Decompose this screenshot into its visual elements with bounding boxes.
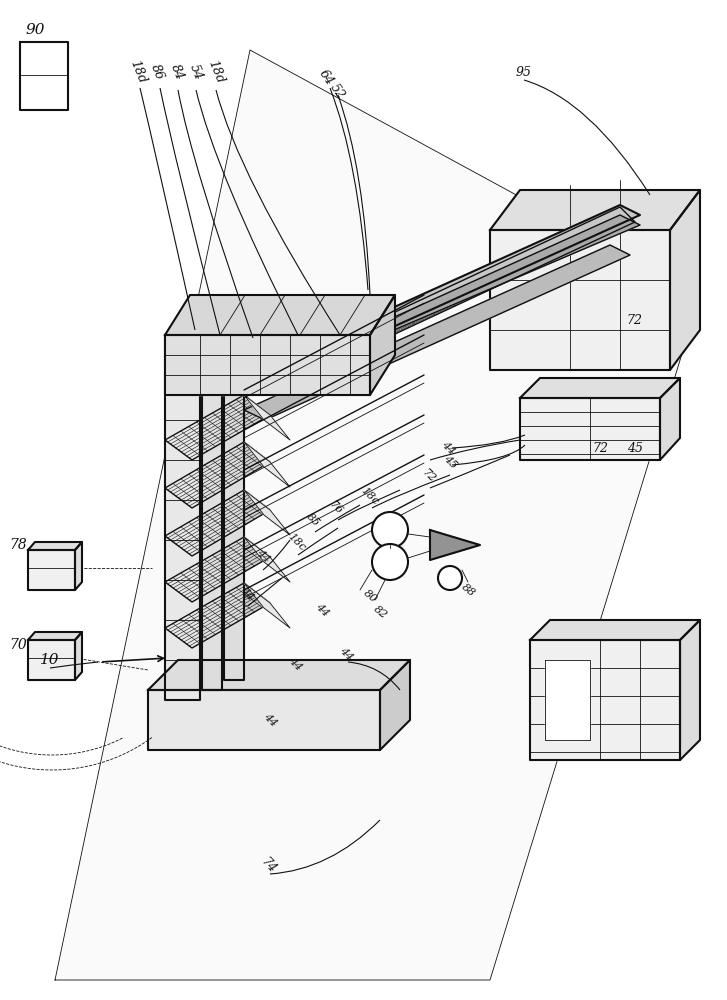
Text: 72: 72 <box>420 467 438 485</box>
Polygon shape <box>430 530 480 560</box>
Text: 52: 52 <box>327 82 347 102</box>
Polygon shape <box>202 340 222 690</box>
Polygon shape <box>244 490 290 535</box>
Polygon shape <box>28 632 82 640</box>
Text: 88: 88 <box>459 582 477 598</box>
Polygon shape <box>165 335 200 700</box>
Polygon shape <box>148 690 380 750</box>
Polygon shape <box>520 398 660 460</box>
Polygon shape <box>165 537 270 602</box>
Text: 72: 72 <box>592 442 608 454</box>
Polygon shape <box>244 537 290 582</box>
Polygon shape <box>244 215 640 385</box>
Polygon shape <box>165 335 370 395</box>
Text: 10: 10 <box>40 653 60 667</box>
Polygon shape <box>670 190 700 370</box>
Text: 44: 44 <box>238 585 256 603</box>
Text: 44: 44 <box>313 601 331 619</box>
Polygon shape <box>680 620 700 760</box>
Polygon shape <box>75 542 82 590</box>
Text: 18d: 18d <box>206 58 227 86</box>
Polygon shape <box>244 583 290 628</box>
Text: 95: 95 <box>516 66 532 79</box>
Text: 44: 44 <box>262 711 278 729</box>
Text: 72: 72 <box>626 314 642 326</box>
Text: 45: 45 <box>441 453 459 471</box>
Polygon shape <box>244 442 290 487</box>
Polygon shape <box>224 350 244 680</box>
Text: 78: 78 <box>9 538 27 552</box>
Text: 85: 85 <box>305 511 321 529</box>
Polygon shape <box>545 660 590 740</box>
Polygon shape <box>165 490 270 556</box>
Polygon shape <box>530 640 680 760</box>
Polygon shape <box>380 660 410 750</box>
Polygon shape <box>165 395 270 460</box>
Text: 45: 45 <box>627 442 643 454</box>
Polygon shape <box>75 632 82 680</box>
Text: 64: 64 <box>316 68 336 88</box>
Polygon shape <box>165 442 270 508</box>
Text: 74: 74 <box>258 856 278 876</box>
Polygon shape <box>20 42 68 110</box>
Polygon shape <box>55 50 700 980</box>
Polygon shape <box>148 660 410 690</box>
Polygon shape <box>530 620 700 640</box>
Polygon shape <box>490 190 700 230</box>
Polygon shape <box>520 378 680 398</box>
Text: 44: 44 <box>337 645 355 663</box>
Text: 18c: 18c <box>286 531 308 553</box>
Text: 44: 44 <box>439 439 457 457</box>
Circle shape <box>372 512 408 548</box>
Polygon shape <box>490 230 670 370</box>
Text: 44: 44 <box>286 655 304 673</box>
Polygon shape <box>165 295 395 335</box>
Polygon shape <box>660 378 680 460</box>
Polygon shape <box>28 542 82 550</box>
Polygon shape <box>28 550 75 590</box>
Text: 70: 70 <box>9 638 27 652</box>
Text: 84: 84 <box>168 62 186 82</box>
Circle shape <box>438 566 462 590</box>
Text: 18d: 18d <box>127 58 148 86</box>
Polygon shape <box>28 640 75 680</box>
Polygon shape <box>260 207 635 390</box>
Text: 18c: 18c <box>359 485 381 507</box>
Text: 44: 44 <box>254 547 272 565</box>
Polygon shape <box>244 245 630 420</box>
Text: 76: 76 <box>327 499 345 517</box>
Polygon shape <box>370 295 395 395</box>
Text: 54: 54 <box>187 62 205 82</box>
Text: 82: 82 <box>371 604 389 620</box>
Text: 86: 86 <box>148 62 166 82</box>
Circle shape <box>372 544 408 580</box>
Polygon shape <box>244 205 640 385</box>
Text: 80: 80 <box>361 588 379 604</box>
Text: 90: 90 <box>25 23 45 37</box>
Polygon shape <box>244 395 290 440</box>
Polygon shape <box>165 583 270 648</box>
